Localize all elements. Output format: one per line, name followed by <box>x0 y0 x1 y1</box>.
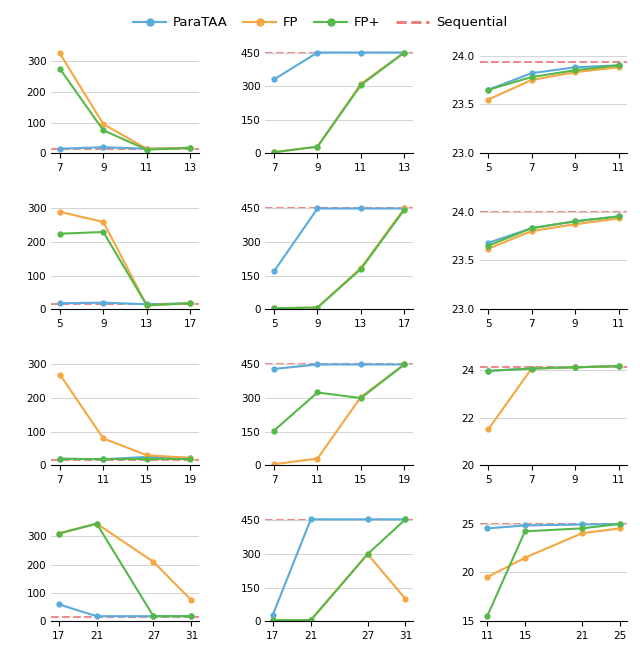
Legend: ParaTAA, FP, FP+, Sequential: ParaTAA, FP, FP+, Sequential <box>128 11 512 35</box>
